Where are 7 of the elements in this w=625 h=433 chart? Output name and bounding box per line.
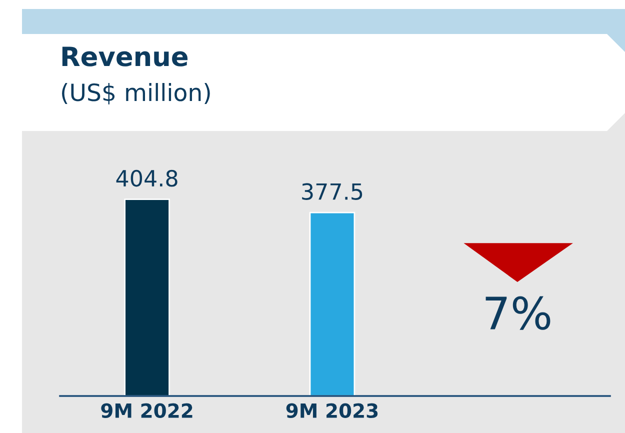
text: 7% [486,296,550,330]
x-tick-label: 9M 2023 [286,403,378,418]
data-label: 404.8 [116,170,178,187]
x-tick-label: 9M 2022 [101,403,192,418]
chart-subtitle: (US$ million) [62,83,210,104]
data-label: 377.5 [302,183,362,200]
chart-title: Revenue [62,46,188,66]
